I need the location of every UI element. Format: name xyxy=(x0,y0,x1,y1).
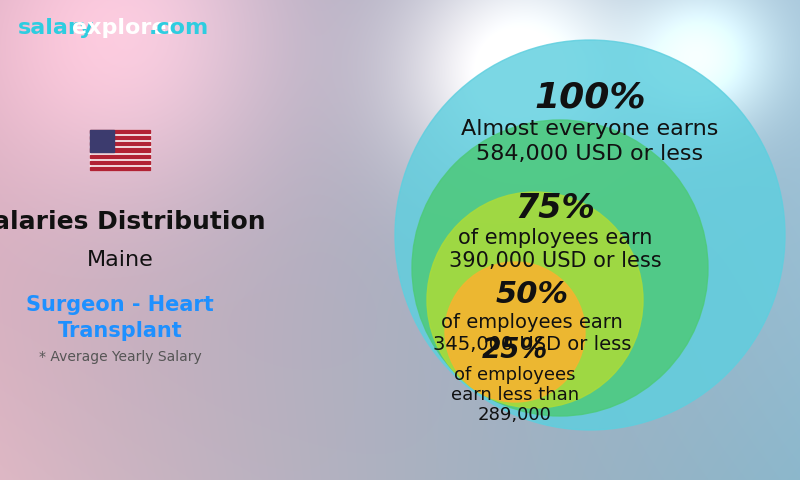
Text: 75%: 75% xyxy=(515,192,595,225)
Text: of employees: of employees xyxy=(454,366,576,384)
Circle shape xyxy=(395,40,785,430)
Text: 100%: 100% xyxy=(534,80,646,114)
Text: Salaries Distribution: Salaries Distribution xyxy=(0,210,266,234)
Text: 25%: 25% xyxy=(482,336,548,364)
Circle shape xyxy=(427,192,643,408)
Bar xyxy=(90,167,150,170)
Bar xyxy=(90,130,150,170)
Text: salary: salary xyxy=(18,18,94,38)
Bar xyxy=(90,155,150,158)
Text: 50%: 50% xyxy=(495,280,569,309)
Circle shape xyxy=(412,120,708,416)
Circle shape xyxy=(445,262,585,402)
Bar xyxy=(90,136,150,139)
Bar xyxy=(90,148,150,152)
Bar xyxy=(90,161,150,164)
Text: .com: .com xyxy=(149,18,210,38)
Text: * Average Yearly Salary: * Average Yearly Salary xyxy=(38,350,202,364)
Text: Maine: Maine xyxy=(86,250,154,270)
Text: earn less than: earn less than xyxy=(451,386,579,404)
Text: of employees earn: of employees earn xyxy=(441,313,623,332)
Text: 289,000: 289,000 xyxy=(478,406,552,424)
Text: explorer: explorer xyxy=(73,18,178,38)
Bar xyxy=(90,130,114,152)
Text: 390,000 USD or less: 390,000 USD or less xyxy=(449,251,662,271)
Bar xyxy=(90,142,150,145)
Text: Almost everyone earns: Almost everyone earns xyxy=(462,119,718,139)
Text: Surgeon - Heart
Transplant: Surgeon - Heart Transplant xyxy=(26,295,214,341)
Text: 345,000 USD or less: 345,000 USD or less xyxy=(433,335,631,354)
Bar xyxy=(90,130,150,133)
Text: of employees earn: of employees earn xyxy=(458,228,652,248)
Text: 584,000 USD or less: 584,000 USD or less xyxy=(477,144,703,164)
